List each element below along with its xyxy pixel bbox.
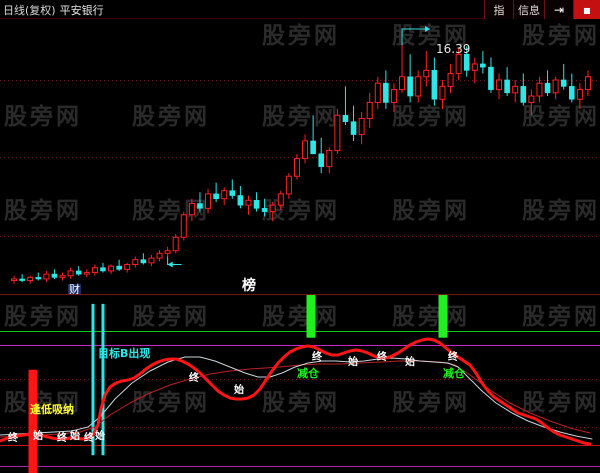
annotation-reduce-1: 减仓 [297, 367, 319, 380]
annotation-zhong-6: 终 [377, 352, 387, 363]
annotation-shi-2: 始 [70, 431, 80, 442]
annotation-zhong-4: 终 [189, 373, 199, 384]
annotation-shi-4: 始 [234, 385, 244, 396]
annotation-zhong-5: 终 [312, 352, 322, 363]
annotation-zhong-2: 终 [57, 433, 67, 444]
annotation-reduce-2: 减仓 [443, 367, 465, 380]
close-icon[interactable]: ▪ [573, 0, 600, 19]
indicator-pane[interactable]: 股旁网 股旁网 股旁网 股旁网 股旁网 股旁网 股旁网 股旁网 股旁网 股旁网 [0, 295, 600, 473]
annotation-shi-1: 始 [33, 431, 43, 442]
title-bar: 日线(复权) 平安银行 指 信息 ⇥ ▪ [0, 0, 600, 19]
annotation-shi-3: 始 [95, 431, 105, 442]
indicator-svg [0, 295, 600, 473]
title-bar-buttons: 指 信息 ⇥ ▪ [484, 0, 600, 19]
zhi-button[interactable]: 指 [484, 0, 513, 19]
title-bar-text: 日线(复权) 平安银行 [3, 2, 104, 18]
cai-badge: 财 [68, 283, 81, 295]
pane-divider [0, 294, 600, 295]
period-label: 日线(复权) [3, 4, 56, 17]
annotation-zhong-7: 终 [448, 352, 458, 363]
high-price-label: 16.39 [436, 42, 471, 56]
annotation-target-b: 目标B出现 [98, 347, 151, 360]
annotation-shi-6: 始 [405, 357, 415, 368]
price-chart-pane[interactable]: 股旁网 股旁网 股旁网 股旁网 股旁网 股旁网 股旁网 股旁网 股旁网 股旁网 … [0, 19, 600, 295]
next-arrow-icon[interactable]: ⇥ [544, 0, 573, 19]
annotation-shi-5: 始 [348, 357, 358, 368]
bang-badge: 榜 [242, 278, 256, 294]
annotation-zhong-1: 终 [8, 433, 18, 444]
annotation-buy-dip: 逢低吸纳 [30, 403, 74, 416]
symbol-label: 平安银行 [59, 4, 104, 17]
info-button[interactable]: 信息 [513, 0, 544, 19]
candlestick-svg [0, 25, 600, 284]
annotation-zhong-3: 终 [84, 433, 94, 444]
